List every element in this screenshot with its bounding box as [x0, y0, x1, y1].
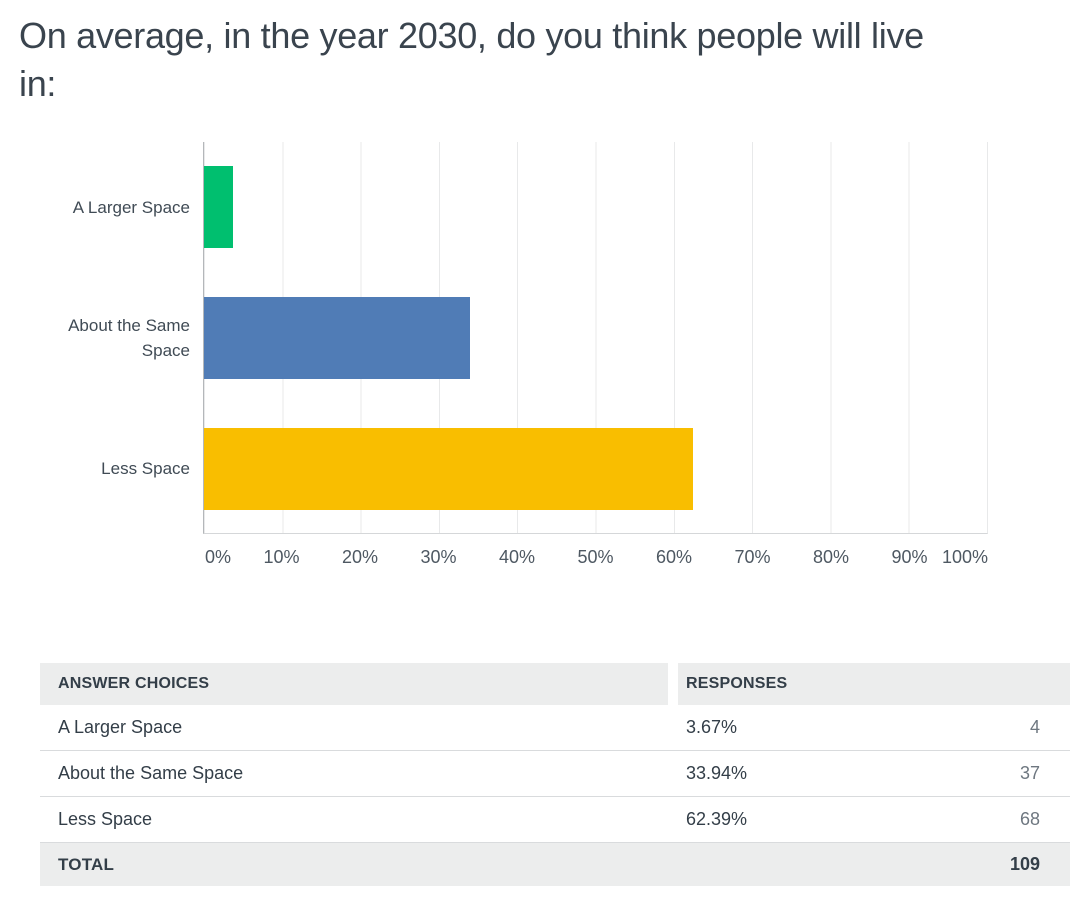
chart-y-axis-labels: A Larger Space About the Same Space Less… — [0, 142, 203, 534]
question-title: On average, in the year 2030, do you thi… — [19, 12, 1062, 108]
x-tick: 80% — [812, 547, 850, 567]
table-total-row: TOTAL 109 — [40, 843, 1070, 886]
chart-band — [204, 142, 987, 273]
table-header-row: ANSWER CHOICES RESPONSES — [40, 663, 1070, 705]
row-label: Less Space — [58, 809, 153, 829]
bar-a-larger-space — [204, 166, 233, 249]
row-label: A Larger Space — [58, 717, 183, 737]
y-axis-label: Less Space — [101, 459, 190, 479]
table-row: A Larger Space 3.67% 4 — [40, 705, 1070, 751]
row-count: 4 — [1029, 717, 1040, 737]
row-percent: 62.39% — [686, 809, 748, 829]
x-tick: 0% — [205, 547, 232, 567]
y-axis-label: About the Same Space — [68, 315, 190, 360]
x-tick: 60% — [655, 547, 693, 567]
chart-band — [204, 403, 987, 534]
chart-x-axis-ticks: 0% 10% 20% 30% 40% 50% 60% 70% 80% 90% 1… — [203, 547, 988, 569]
row-count: 68 — [1019, 809, 1040, 829]
x-tick: 90% — [891, 547, 928, 567]
question-title-line2: in: — [19, 63, 57, 104]
bar-chart: A Larger Space About the Same Space Less… — [0, 142, 1080, 534]
total-count: 109 — [1009, 854, 1040, 874]
table-row: Less Space 62.39% 68 — [40, 797, 1070, 843]
table-row: About the Same Space 33.94% 37 — [40, 751, 1070, 797]
results-table: ANSWER CHOICES RESPONSES A Larger Space … — [40, 663, 1070, 886]
x-tick: 30% — [420, 547, 457, 567]
question-title-line1: On average, in the year 2030, do you thi… — [19, 15, 924, 56]
row-percent: 33.94% — [686, 763, 748, 783]
chart-plot-area — [203, 142, 988, 534]
bar-about-the-same-space — [204, 296, 470, 379]
total-label: TOTAL — [58, 854, 115, 874]
header-divider — [668, 663, 678, 705]
row-percent: 3.67% — [686, 717, 738, 737]
x-tick: 20% — [341, 547, 379, 567]
header-responses: RESPONSES — [678, 663, 1070, 705]
bar-less-space — [204, 427, 693, 510]
x-tick: 100% — [941, 547, 988, 567]
row-label: About the Same Space — [58, 763, 244, 783]
header-answer-choices: ANSWER CHOICES — [40, 663, 668, 705]
x-tick: 50% — [577, 547, 614, 567]
x-tick: 40% — [498, 547, 536, 567]
y-axis-label: A Larger Space — [72, 197, 190, 217]
x-tick: 70% — [734, 547, 771, 567]
row-count: 37 — [1019, 763, 1040, 783]
chart-band — [204, 273, 987, 404]
x-tick: 10% — [263, 547, 300, 567]
